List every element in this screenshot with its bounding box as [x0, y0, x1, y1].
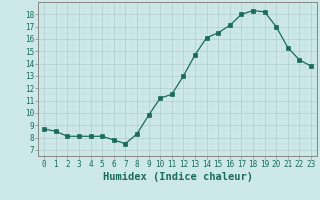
- X-axis label: Humidex (Indice chaleur): Humidex (Indice chaleur): [103, 172, 252, 182]
